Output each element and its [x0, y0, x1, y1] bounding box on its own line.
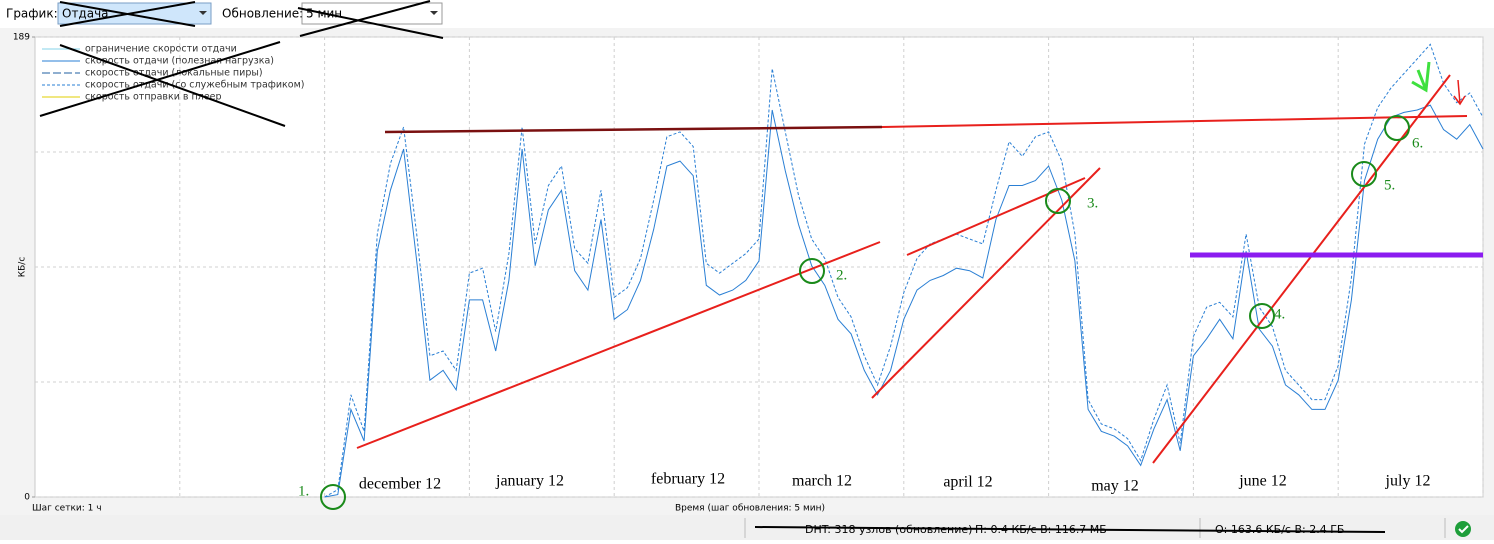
month-label: march 12 [792, 473, 852, 490]
dropdown-arrow [430, 11, 438, 15]
x-axis-label: Время (шаг обновления: 5 мин) [675, 504, 825, 514]
marker-circle [799, 258, 825, 284]
marker-circle [1384, 115, 1410, 141]
strike [297, 7, 444, 39]
series-line [324, 43, 1484, 498]
red-arrow [1453, 79, 1466, 106]
y-tick-label: 189 [13, 33, 30, 43]
upload-status: О: 163.6 КБ/с В: 2.4 ГБ [1215, 523, 1344, 536]
trend-line [906, 177, 1086, 256]
strike [754, 526, 1386, 533]
marker-circle [1249, 303, 1275, 329]
marker-label: 4. [1274, 306, 1285, 322]
plot: 0 189 [13, 33, 1484, 503]
dropdown-arrow [199, 11, 207, 15]
strike [59, 44, 286, 127]
marker-circle [320, 484, 346, 510]
month-label: april 12 [943, 474, 992, 491]
marker-label: 3. [1087, 195, 1098, 211]
grid-note: Шаг сетки: 1 ч [32, 504, 102, 514]
strike [299, 0, 431, 37]
annotations: 1. 2. 3. 4. 5. 6. december 12 january 12… [39, 0, 1483, 533]
toolbar [0, 0, 1494, 28]
dht-status: DHT: 318 узлов (обновление) [805, 523, 972, 536]
marker-label: 1. [298, 483, 309, 499]
marker-label: 6. [1412, 135, 1423, 151]
marker-circle [1045, 188, 1071, 214]
month-label: june 12 [1238, 473, 1287, 490]
legend-label: скорость отдачи (локальные пиры) [85, 68, 263, 79]
update-label: Обновление: [222, 7, 303, 21]
trend-line [356, 241, 881, 449]
strike [39, 41, 281, 117]
legend-label: скорость отдачи (со служебным трафиком) [85, 80, 304, 91]
month-label: february 12 [651, 471, 725, 488]
y-axis-label: КБ/с [18, 257, 28, 278]
month-label: july 12 [1385, 473, 1431, 490]
legend-label: скорость отправки в плеер [85, 92, 222, 103]
y-tick-label: 0 [24, 493, 30, 503]
green-arrow [1411, 61, 1431, 93]
trend-line [871, 167, 1101, 399]
statusbar [0, 515, 1494, 540]
strike [59, 1, 196, 27]
legend-label: ограничение скорости отдачи [85, 44, 237, 55]
month-label: january 12 [495, 473, 564, 490]
month-label: may 12 [1091, 478, 1139, 495]
graph-label: График: [6, 7, 58, 21]
month-label: december 12 [359, 476, 441, 493]
marker-circle [1351, 161, 1377, 187]
series-line [324, 104, 1484, 498]
graph-value: Отдача [62, 7, 109, 21]
check [1458, 525, 1469, 534]
trend-line [881, 115, 1468, 128]
marker-label: 2. [836, 267, 847, 283]
status-icon [1455, 521, 1471, 537]
marker-label: 5. [1384, 177, 1395, 193]
trend-line [384, 125, 883, 134]
